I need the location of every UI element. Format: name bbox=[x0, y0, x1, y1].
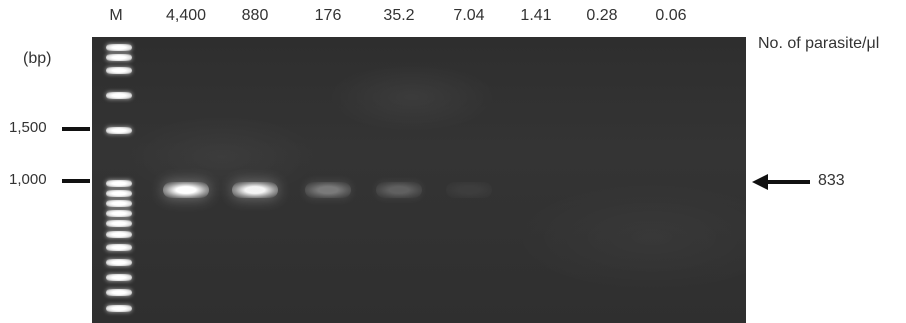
sample-band bbox=[232, 182, 278, 198]
lane-label-4400: 4,400 bbox=[165, 7, 207, 24]
units-label: No. of parasite/μl bbox=[758, 35, 880, 52]
marker-label-1500: 1,500 bbox=[9, 119, 47, 136]
ladder-band bbox=[106, 244, 132, 251]
lane-label-marker: M bbox=[109, 7, 123, 24]
lane-label-176: 176 bbox=[314, 7, 342, 24]
ladder-band bbox=[106, 92, 132, 99]
lane-label-1-41: 1.41 bbox=[520, 7, 552, 24]
lane-label-35-2: 35.2 bbox=[383, 7, 415, 24]
sample-band bbox=[305, 182, 351, 198]
ladder-band bbox=[106, 220, 132, 227]
ladder-band bbox=[106, 67, 132, 74]
sample-band bbox=[446, 182, 492, 198]
arrow-line bbox=[766, 180, 810, 184]
gel-image bbox=[92, 37, 746, 323]
ladder-band bbox=[106, 44, 132, 51]
ladder-band bbox=[106, 305, 132, 312]
sample-band bbox=[376, 182, 422, 198]
lane-label-0-06: 0.06 bbox=[655, 7, 687, 24]
ladder-band bbox=[106, 289, 132, 296]
marker-tick-1000 bbox=[62, 179, 90, 183]
ladder-band bbox=[106, 231, 132, 238]
ladder-band bbox=[106, 127, 132, 134]
sample-band bbox=[163, 182, 209, 198]
ladder-band bbox=[106, 259, 132, 266]
lane-label-880: 880 bbox=[241, 7, 269, 24]
marker-tick-1500 bbox=[62, 127, 90, 131]
marker-label-1000: 1,000 bbox=[9, 171, 47, 188]
ladder-band bbox=[106, 190, 132, 197]
lane-label-0-28: 0.28 bbox=[586, 7, 618, 24]
ladder-band bbox=[106, 210, 132, 217]
product-size-label: 833 bbox=[818, 172, 845, 189]
ladder-band bbox=[106, 54, 132, 61]
ladder-band bbox=[106, 274, 132, 281]
lane-label-7-04: 7.04 bbox=[453, 7, 485, 24]
ladder-band bbox=[106, 200, 132, 207]
ladder-band bbox=[106, 180, 132, 187]
size-unit-label: (bp) bbox=[23, 50, 52, 67]
arrow-head-icon bbox=[752, 174, 768, 190]
